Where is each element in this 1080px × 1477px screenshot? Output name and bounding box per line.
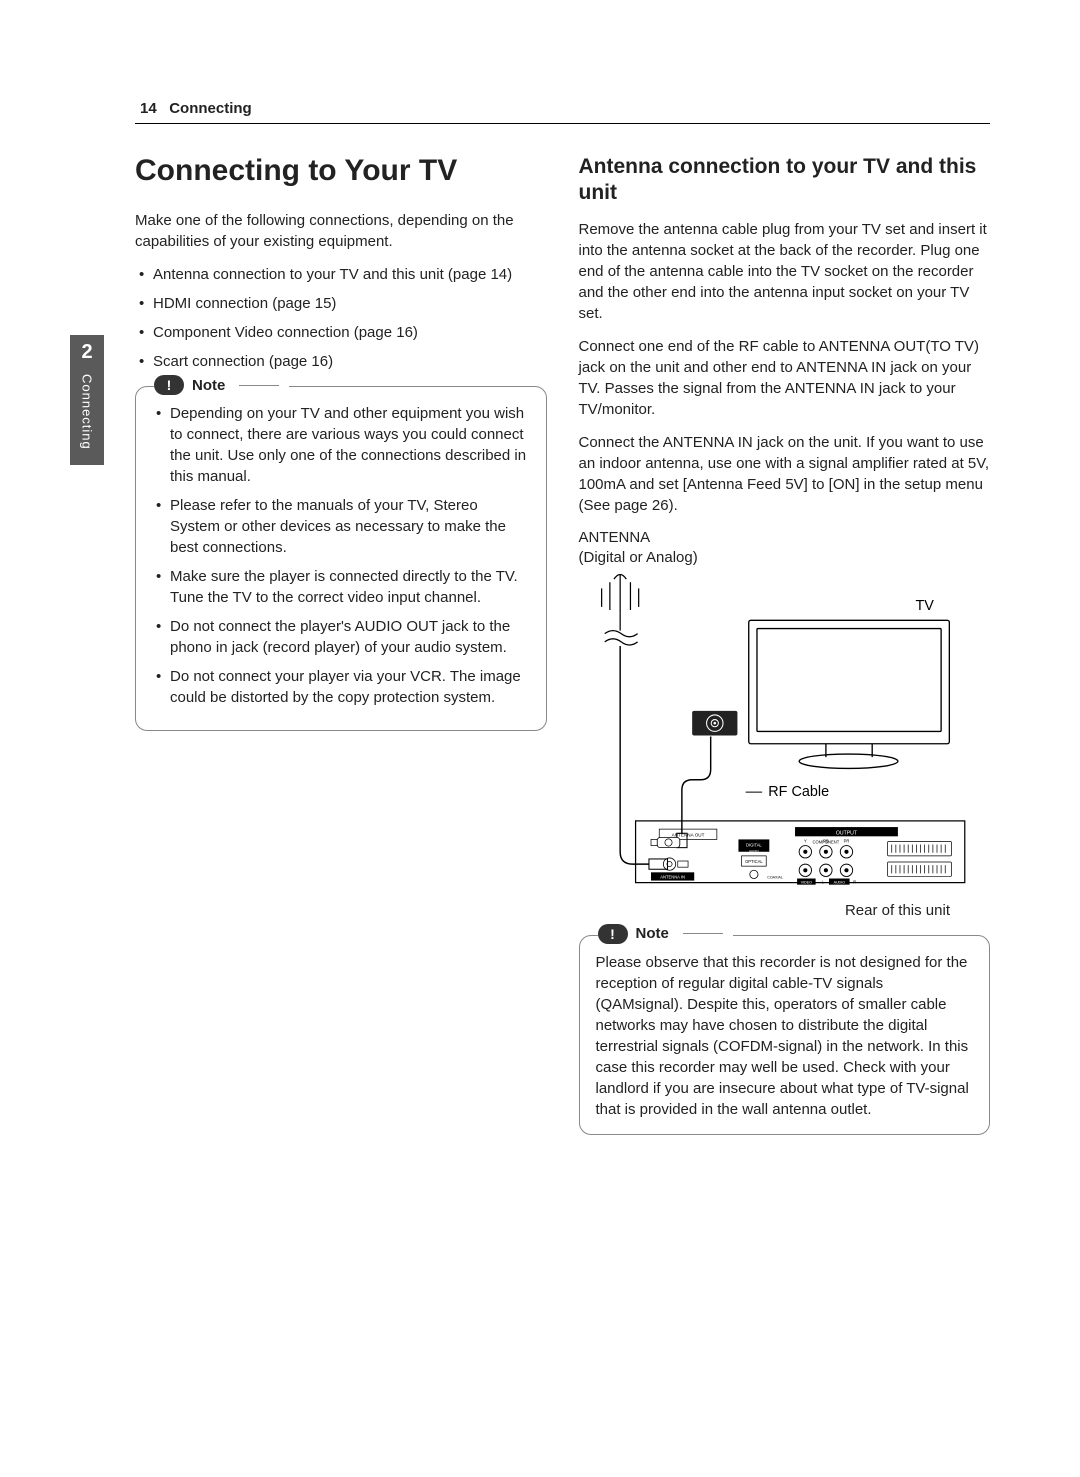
note-list: Depending on your TV and other equipment… [152, 403, 530, 708]
paragraph: Connect the ANTENNA IN jack on the unit.… [579, 432, 991, 516]
svg-text:ANT IN: ANT IN [706, 737, 723, 743]
svg-text:AUDIO: AUDIO [833, 881, 845, 885]
list-item: Please refer to the manuals of your TV, … [170, 495, 530, 558]
tv-label: TV [915, 598, 934, 614]
note-text: Please observe that this recorder is not… [596, 952, 974, 1120]
page-header: 14 Connecting [135, 100, 990, 117]
section-tab-number: 2 [81, 341, 92, 364]
list-item: Do not connect the player's AUDIO OUT ja… [170, 616, 530, 658]
note-box-right: ! Note Please observe that this recorder… [579, 935, 991, 1135]
intro-paragraph: Make one of the following connections, d… [135, 210, 547, 252]
svg-text:VIDEO: VIDEO [800, 881, 811, 885]
info-icon: ! [598, 924, 628, 944]
diagram-caption: Rear of this unit [579, 902, 991, 919]
svg-text:ANTENNA OUT: ANTENNA OUT [671, 832, 704, 837]
list-item: Do not connect your player via your VCR.… [170, 666, 530, 708]
paragraph: Remove the antenna cable plug from your … [579, 219, 991, 324]
svg-text:Y: Y [803, 838, 806, 843]
header-rule [135, 123, 990, 124]
note-label: Note [192, 377, 225, 394]
list-item: Scart connection (page 16) [153, 351, 547, 372]
list-item: HDMI connection (page 15) [153, 293, 547, 314]
svg-text:COAXIAL: COAXIAL [767, 876, 783, 880]
svg-text:ANTENNA IN: ANTENNA IN [660, 875, 685, 880]
page-title: Connecting to Your TV [135, 154, 547, 188]
connection-list: Antenna connection to your TV and this u… [135, 264, 547, 372]
page-number: 14 [140, 100, 157, 117]
note-box-left: ! Note Depending on your TV and other eq… [135, 386, 547, 731]
note-dash [683, 933, 723, 934]
info-icon: ! [154, 375, 184, 395]
list-item: Component Video connection (page 16) [153, 322, 547, 343]
svg-text:R: R [853, 880, 856, 885]
section-name: Connecting [169, 100, 252, 117]
list-item: Antenna connection to your TV and this u… [153, 264, 547, 285]
diagram-svg: TV ANT IN [579, 574, 991, 893]
left-column: Connecting to Your TV Make one of the fo… [135, 154, 547, 1135]
right-column: Antenna connection to your TV and this u… [579, 154, 991, 1135]
svg-text:OUTPUT: OUTPUT [835, 830, 857, 836]
subsection-title: Antenna connection to your TV and this u… [579, 154, 991, 207]
svg-text:DIGITAL: DIGITAL [746, 843, 762, 848]
section-tab: 2 Connecting [70, 335, 104, 465]
antenna-label: ANTENNA (Digital or Analog) [579, 528, 991, 569]
note-dash [239, 385, 279, 386]
note-label: Note [636, 925, 669, 942]
note-title: ! Note [598, 924, 733, 944]
svg-text:PR: PR [843, 838, 849, 843]
connection-diagram: ANTENNA (Digital or Analog) [579, 528, 991, 919]
note-title: ! Note [154, 375, 289, 395]
svg-text:PB: PB [823, 838, 829, 843]
list-item: Depending on your TV and other equipment… [170, 403, 530, 487]
rf-cable-label: RF Cable [768, 784, 829, 800]
paragraph: Connect one end of the RF cable to ANTEN… [579, 336, 991, 420]
list-item: Make sure the player is connected direct… [170, 566, 530, 608]
svg-text:AUDIO: AUDIO [749, 849, 759, 853]
section-tab-label: Connecting [80, 374, 95, 450]
svg-text:OPTICAL: OPTICAL [745, 859, 763, 864]
